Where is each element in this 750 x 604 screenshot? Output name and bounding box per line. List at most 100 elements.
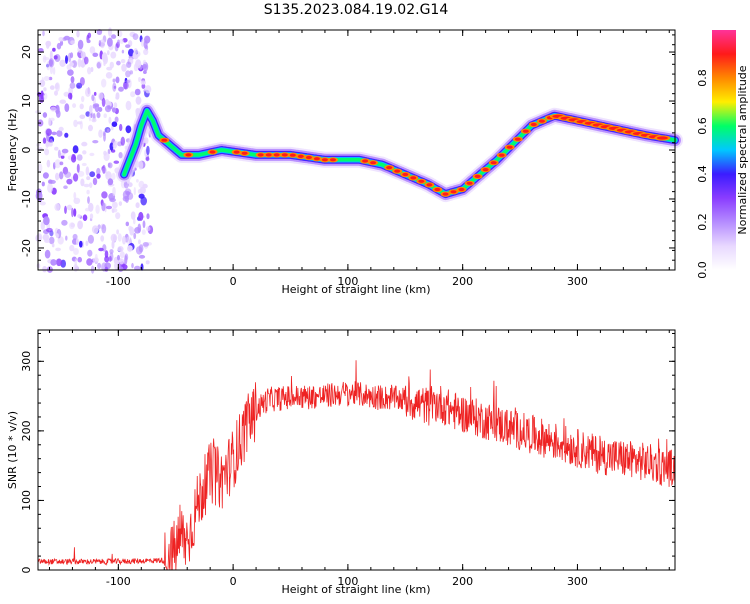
noise-blob bbox=[112, 142, 118, 149]
noise-blob bbox=[95, 204, 100, 214]
noise-blob bbox=[73, 208, 77, 217]
noise-blob bbox=[73, 173, 79, 182]
noise-blob bbox=[135, 96, 142, 105]
noise-blob bbox=[42, 137, 47, 144]
ridge-peak bbox=[241, 151, 248, 155]
noise-blob bbox=[97, 262, 102, 269]
noise-blob bbox=[79, 240, 83, 248]
noise-blob bbox=[81, 95, 85, 103]
ridge-peak bbox=[418, 179, 425, 183]
noise-blob bbox=[135, 59, 142, 69]
noise-blob bbox=[101, 202, 106, 212]
noise-blob bbox=[93, 103, 100, 108]
noise-blob bbox=[87, 32, 92, 39]
noise-blob bbox=[133, 232, 137, 240]
x-tick-label: 100 bbox=[337, 275, 358, 288]
noise-blob bbox=[63, 185, 68, 189]
noise-blob bbox=[46, 159, 51, 168]
noise-blob bbox=[79, 114, 86, 120]
noise-blob bbox=[43, 87, 47, 92]
noise-blob bbox=[133, 218, 136, 225]
noise-blob bbox=[92, 177, 98, 186]
noise-blob bbox=[77, 170, 85, 177]
noise-blob bbox=[89, 213, 94, 219]
noise-blob bbox=[67, 69, 74, 76]
noise-blob bbox=[49, 65, 54, 75]
noise-blob bbox=[120, 136, 126, 146]
snr-x-ticks: -100 0 100 200 300 bbox=[48, 330, 670, 588]
noise-blob bbox=[142, 64, 147, 69]
noise-blob bbox=[115, 92, 120, 100]
noise-blob bbox=[122, 235, 126, 245]
noise-blob bbox=[49, 117, 55, 122]
noise-blob bbox=[64, 205, 67, 214]
noise-blob bbox=[72, 233, 78, 241]
noise-blob bbox=[119, 258, 125, 265]
noise-blob bbox=[134, 88, 141, 96]
y-tick-label: -10 bbox=[20, 190, 33, 208]
noise-blob bbox=[52, 47, 56, 52]
colorbar-label: Normalized spectral amplitude bbox=[736, 65, 749, 234]
noise-blob bbox=[88, 112, 92, 122]
noise-blob bbox=[88, 202, 94, 212]
noise-blob bbox=[53, 55, 58, 60]
noise-blob bbox=[46, 227, 53, 233]
noise-blob bbox=[85, 166, 90, 176]
ridge-peak bbox=[209, 150, 216, 154]
noise-blob bbox=[59, 152, 66, 157]
noise-blob bbox=[98, 247, 104, 252]
noise-blob bbox=[43, 57, 50, 61]
noise-blob bbox=[145, 156, 150, 162]
noise-blob bbox=[42, 112, 48, 118]
ridge-peak bbox=[330, 158, 336, 162]
noise-blob bbox=[143, 48, 149, 56]
noise-blob bbox=[118, 86, 124, 92]
noise-blob bbox=[106, 128, 110, 133]
noise-blob bbox=[83, 183, 90, 188]
noise-blob bbox=[54, 90, 58, 96]
noise-blob bbox=[73, 248, 79, 255]
noise-blob bbox=[107, 162, 113, 169]
noise-blob bbox=[117, 39, 121, 45]
noise-blob bbox=[85, 87, 91, 97]
noise-blob bbox=[79, 77, 85, 86]
ridge-peak bbox=[506, 145, 513, 149]
noise-blob bbox=[102, 54, 108, 65]
ridge-peak bbox=[305, 155, 312, 160]
noise-blob bbox=[72, 145, 79, 154]
spectrogram-x-ticks: -100 0 100 200 300 bbox=[48, 30, 670, 288]
noise-blob bbox=[121, 49, 125, 54]
ridge-peak bbox=[474, 174, 481, 178]
noise-blob bbox=[77, 58, 82, 68]
noise-blob bbox=[69, 244, 75, 252]
x-tick-label: 200 bbox=[452, 275, 473, 288]
noise-blob bbox=[145, 226, 151, 232]
noise-blob bbox=[124, 255, 128, 265]
noise-blob bbox=[82, 214, 88, 221]
noise-blob bbox=[54, 159, 61, 169]
noise-blob bbox=[138, 180, 145, 188]
noise-blob bbox=[100, 235, 105, 242]
noise-blob bbox=[129, 226, 135, 236]
noise-blob bbox=[81, 162, 87, 167]
noise-blob bbox=[138, 244, 144, 253]
noise-blob bbox=[119, 123, 123, 132]
y-tick-label: 200 bbox=[20, 420, 33, 441]
noise-blob bbox=[94, 253, 98, 262]
noise-blob bbox=[81, 141, 88, 147]
noise-blob bbox=[136, 179, 139, 183]
noise-blob bbox=[133, 187, 136, 196]
y-tick-label: -20 bbox=[20, 239, 33, 257]
noise-blob bbox=[63, 35, 71, 41]
ridge-peak bbox=[273, 153, 280, 157]
snr-line bbox=[37, 360, 676, 571]
noise-blob bbox=[69, 222, 75, 230]
noise-blob bbox=[86, 189, 90, 195]
noise-blob bbox=[137, 188, 143, 194]
noise-blob bbox=[59, 99, 67, 104]
noise-blob bbox=[79, 103, 84, 110]
noise-blob bbox=[54, 83, 59, 90]
frequency-ridge bbox=[116, 102, 683, 203]
noise-blob bbox=[96, 112, 101, 119]
noise-blob bbox=[138, 160, 144, 170]
